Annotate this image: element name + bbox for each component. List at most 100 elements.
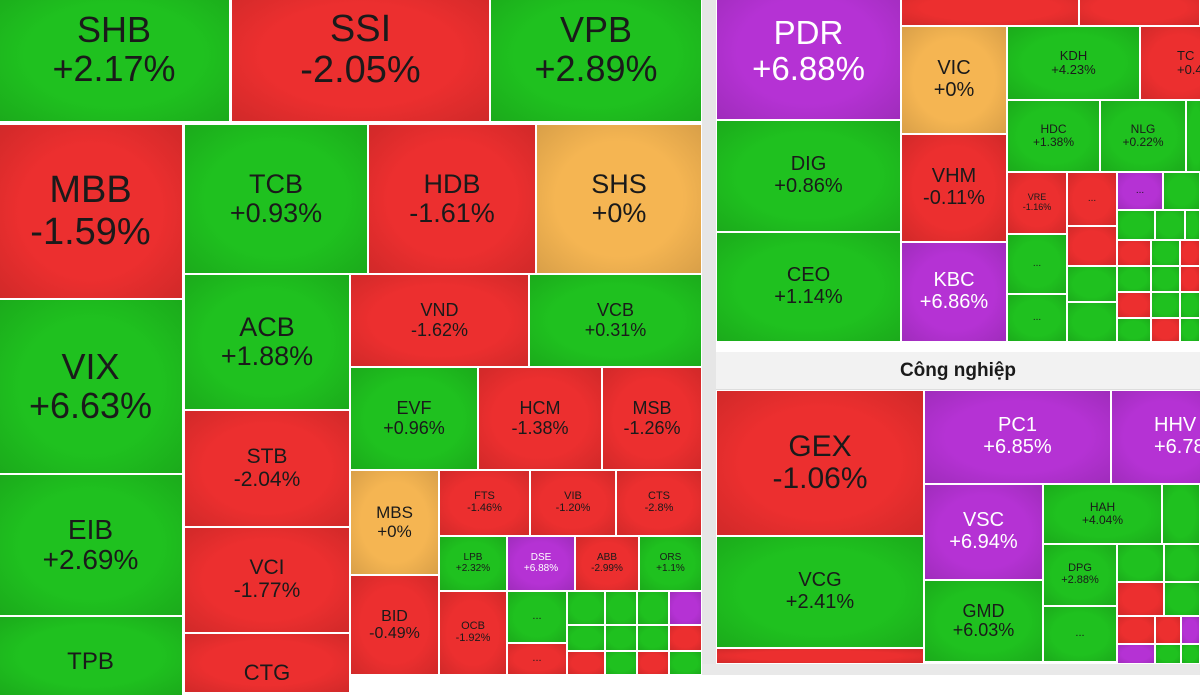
stock-tile-msb[interactable]: MSB -1.26%	[602, 367, 702, 470]
stock-tile-small[interactable]: ...	[1067, 172, 1117, 226]
stock-tile-small[interactable]	[1155, 616, 1181, 644]
stock-tile-vnd[interactable]: VND -1.62%	[350, 274, 529, 367]
stock-tile-vci[interactable]: VCI -1.77%	[184, 527, 350, 633]
stock-tile-small[interactable]	[567, 591, 605, 625]
stock-tile-nlg[interactable]: NLG +0.22%	[1100, 100, 1186, 172]
stock-tile-small[interactable]	[605, 625, 637, 651]
stock-tile-mbs[interactable]: MBS +0%	[350, 470, 439, 575]
stock-tile-small[interactable]	[1067, 302, 1117, 342]
stock-tile-cts[interactable]: CTS -2.8%	[616, 470, 702, 536]
stock-tile-small[interactable]	[637, 651, 669, 675]
stock-tile-small[interactable]: ...	[507, 643, 567, 675]
stock-tile-small[interactable]	[567, 651, 605, 675]
stock-tile-small[interactable]	[637, 625, 669, 651]
stock-tile-small[interactable]	[1117, 210, 1155, 240]
stock-tile-small[interactable]	[1163, 172, 1200, 210]
stock-tile-small[interactable]	[1117, 644, 1155, 664]
stock-tile-shb[interactable]: SHB +2.17%	[0, 0, 230, 122]
stock-tile-small[interactable]	[1151, 318, 1180, 342]
stock-tile-hcm[interactable]: HCM -1.38%	[478, 367, 602, 470]
stock-tile-small[interactable]	[1180, 292, 1200, 318]
stock-tile-small[interactable]	[605, 651, 637, 675]
stock-tile-tcb[interactable]: TCB +0.93%	[184, 124, 368, 274]
stock-tile-small[interactable]	[1117, 318, 1151, 342]
stock-tile-gex[interactable]: GEX -1.06%	[716, 390, 924, 536]
stock-tile-small[interactable]	[1181, 644, 1200, 664]
stock-tile-ceo[interactable]: CEO +1.14%	[716, 232, 901, 342]
stock-tile-vcg[interactable]: VCG +2.41%	[716, 536, 924, 648]
stock-tile-abb[interactable]: ABB -2.99%	[575, 536, 639, 591]
stock-tile-small[interactable]: ...	[1043, 606, 1117, 662]
stock-tile-ocb[interactable]: OCB -1.92%	[439, 591, 507, 675]
stock-tile-red-top-2[interactable]	[1079, 0, 1200, 26]
stock-tile-small[interactable]	[1180, 318, 1200, 342]
stock-tile-eib[interactable]: EIB +2.69%	[0, 474, 183, 616]
stock-tile-small[interactable]	[1185, 210, 1200, 240]
stock-tile-small[interactable]	[1164, 544, 1200, 582]
stock-tile-ssi[interactable]: SSI -2.05%	[231, 0, 490, 122]
stock-tile-small[interactable]	[1067, 226, 1117, 266]
stock-tile-pc1[interactable]: PC1 +6.85%	[924, 390, 1111, 484]
stock-tile-small[interactable]	[1186, 100, 1200, 172]
horizontal-scrollbar[interactable]	[702, 664, 1200, 675]
stock-tile-small[interactable]: ...	[1007, 294, 1067, 342]
stock-tile-small[interactable]	[1117, 582, 1164, 616]
stock-tile-small[interactable]	[1151, 292, 1180, 318]
stock-tile-small[interactable]	[669, 651, 702, 675]
stock-tile-vsc[interactable]: VSC +6.94%	[924, 484, 1043, 580]
stock-tile-tpb[interactable]: TPB	[0, 616, 183, 696]
stock-tile-acb[interactable]: ACB +1.88%	[184, 274, 350, 410]
stock-tile-small[interactable]: ...	[1117, 172, 1163, 210]
stock-tile-small[interactable]	[1151, 240, 1180, 266]
stock-tile-small[interactable]	[1117, 544, 1164, 582]
stock-tile-mbb[interactable]: MBB -1.59%	[0, 124, 183, 299]
stock-tile-tch[interactable]: TC +0.4	[1140, 26, 1200, 100]
stock-tile-hdc[interactable]: HDC +1.38%	[1007, 100, 1100, 172]
stock-tile-ors[interactable]: ORS +1.1%	[639, 536, 702, 591]
stock-tile-small[interactable]	[1155, 210, 1185, 240]
stock-tile-pdr[interactable]: PDR +6.88%	[716, 0, 901, 120]
stock-tile-dig[interactable]: DIG +0.86%	[716, 120, 901, 232]
stock-tile-hah[interactable]: HAH +4.04%	[1043, 484, 1162, 544]
stock-tile-dpg[interactable]: DPG +2.88%	[1043, 544, 1117, 606]
stock-tile-vib[interactable]: VIB -1.20%	[530, 470, 616, 536]
stock-tile-vre[interactable]: VRE -1.16%	[1007, 172, 1067, 234]
stock-tile-small[interactable]	[1117, 292, 1151, 318]
stock-tile-small[interactable]	[1180, 240, 1200, 266]
stock-tile-vpb[interactable]: VPB +2.89%	[490, 0, 702, 122]
stock-tile-lpb[interactable]: LPB +2.32%	[439, 536, 507, 591]
stock-tile-vhm[interactable]: VHM -0.11%	[901, 134, 1007, 242]
stock-tile-vic[interactable]: VIC +0%	[901, 26, 1007, 134]
stock-tile-small[interactable]	[1117, 266, 1151, 292]
stock-tile-kdh[interactable]: KDH +4.23%	[1007, 26, 1140, 100]
stock-tile-fts[interactable]: FTS -1.46%	[439, 470, 530, 536]
stock-tile-small[interactable]	[1180, 266, 1200, 292]
stock-tile-small[interactable]	[669, 625, 702, 651]
stock-tile-small[interactable]: ...	[507, 591, 567, 643]
stock-tile-kbc[interactable]: KBC +6.86%	[901, 242, 1007, 342]
stock-tile-hdb[interactable]: HDB -1.61%	[368, 124, 536, 274]
stock-tile-small[interactable]	[1155, 644, 1181, 664]
stock-tile-red-top-1[interactable]	[901, 0, 1079, 26]
stock-tile-vix[interactable]: VIX +6.63%	[0, 299, 183, 474]
stock-tile-small[interactable]	[1117, 616, 1155, 644]
stock-tile-dse[interactable]: DSE +6.88%	[507, 536, 575, 591]
stock-tile-evf[interactable]: EVF +0.96%	[350, 367, 478, 470]
stock-tile-small[interactable]	[1164, 582, 1200, 616]
stock-tile-small[interactable]	[637, 591, 669, 625]
stock-tile-small[interactable]	[1181, 616, 1200, 644]
stock-tile-hhv[interactable]: HHV +6.78%	[1111, 390, 1200, 484]
stock-tile-gmd[interactable]: GMD +6.03%	[924, 580, 1043, 662]
stock-tile-small[interactable]: ...	[1007, 234, 1067, 294]
stock-tile-red-bottom[interactable]	[716, 648, 924, 664]
stock-tile-small[interactable]	[567, 625, 605, 651]
stock-tile-small[interactable]	[1151, 266, 1180, 292]
stock-tile-small[interactable]	[1162, 484, 1200, 544]
stock-tile-vcb[interactable]: VCB +0.31%	[529, 274, 702, 367]
stock-tile-stb[interactable]: STB -2.04%	[184, 410, 350, 527]
stock-tile-small[interactable]	[605, 591, 637, 625]
stock-tile-small[interactable]	[669, 591, 702, 625]
stock-tile-small[interactable]	[1067, 266, 1117, 302]
stock-tile-small[interactable]	[1117, 240, 1151, 266]
stock-tile-bid[interactable]: BID -0.49%	[350, 575, 439, 675]
